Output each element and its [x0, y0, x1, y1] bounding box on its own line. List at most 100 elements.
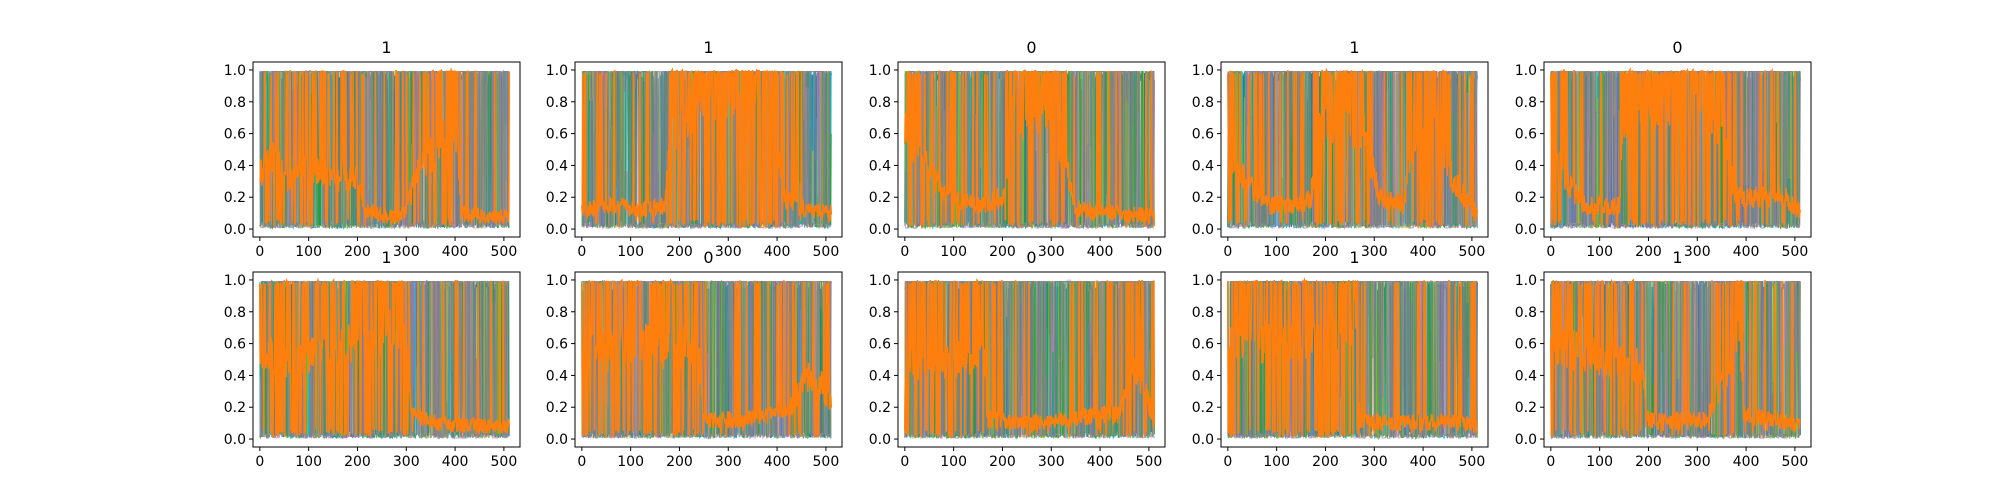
x-tick-label: 500 — [1136, 454, 1163, 470]
plot-area — [904, 69, 1156, 230]
y-tick-label: 0.8 — [869, 95, 891, 111]
y-tick-label: 0.0 — [224, 222, 246, 238]
y-tick-label: 0.6 — [1515, 337, 1537, 353]
x-tick-label: 400 — [442, 454, 469, 470]
x-tick-label: 400 — [1733, 244, 1760, 260]
y-tick-label: 0.4 — [1515, 368, 1537, 384]
x-tick-label: 400 — [764, 454, 791, 470]
y-tick-label: 0.2 — [546, 190, 568, 206]
y-tick-label: 0.6 — [869, 127, 891, 143]
subplot-1: 0 100 200 300 400 500 0.0 0.2 0.4 0.6 0.8 1.0 1 — [224, 38, 521, 260]
y-tick-label: 0.4 — [1192, 158, 1214, 174]
y-tick-label: 0.4 — [224, 368, 246, 384]
subplot-4: 0 100 200 300 400 500 0.0 0.2 0.4 0.6 0.8 1.0 1 — [1192, 38, 1489, 260]
y-tick-label: 0.0 — [224, 432, 246, 448]
x-tick-label: 100 — [1263, 244, 1290, 260]
x-tick-label: 100 — [1586, 454, 1613, 470]
x-tick-label: 200 — [1635, 454, 1662, 470]
x-tick-label: 400 — [764, 244, 791, 260]
axes-frame — [897, 61, 1166, 238]
x-tick-label: 100 — [617, 244, 644, 260]
series-line-orange — [259, 277, 511, 438]
y-tick-label: 0.8 — [224, 95, 246, 111]
x-tick-label: 300 — [1684, 244, 1711, 260]
y-tick-label: 0.2 — [869, 400, 891, 416]
subplot-7: 0 100 200 300 400 500 0.0 0.2 0.4 0.6 0.8 1.0 0 — [546, 248, 843, 470]
x-tick-label: 300 — [393, 244, 420, 260]
axes-frame — [574, 271, 843, 448]
x-tick-label: 300 — [393, 454, 420, 470]
subplot-title: 1 — [381, 248, 391, 267]
y-tick-label: 0.0 — [869, 432, 891, 448]
y-tick-label: 0.2 — [1192, 400, 1214, 416]
x-tick-label: 100 — [295, 454, 322, 470]
x-tick-label: 400 — [1733, 454, 1760, 470]
x-tick-label: 400 — [1410, 244, 1437, 260]
subplot-8: 0 100 200 300 400 500 0.0 0.2 0.4 0.6 0.8 1.0 0 — [869, 248, 1166, 470]
x-tick-label: 300 — [1038, 244, 1065, 260]
x-tick-label: 100 — [617, 454, 644, 470]
x-tick-label: 400 — [442, 244, 469, 260]
y-tick-label: 0.4 — [869, 158, 891, 174]
y-tick-label: 0.4 — [546, 158, 568, 174]
y-tick-label: 0.0 — [1192, 222, 1214, 238]
x-tick-label: 400 — [1087, 244, 1114, 260]
y-tick-label: 1.0 — [224, 273, 246, 289]
series-line-accent-6 — [904, 71, 1155, 230]
series-line-orange — [1227, 277, 1479, 438]
y-tick-label: 0.6 — [1515, 127, 1537, 143]
y-tick-label: 0.0 — [1515, 432, 1537, 448]
subplot-5: 0 100 200 300 400 500 0.0 0.2 0.4 0.6 0.8 1.0 0 — [1515, 38, 1812, 260]
series-line-accent-6 — [581, 281, 832, 440]
y-tick-label: 0.2 — [224, 190, 246, 206]
subplot-title: 1 — [381, 38, 391, 57]
y-tick-label: 0.8 — [1515, 305, 1537, 321]
axes-frame — [897, 271, 1166, 448]
subplot-2: 0 100 200 300 400 500 0.0 0.2 0.4 0.6 0.8 1.0 1 — [546, 38, 843, 260]
x-tick-label: 400 — [1410, 454, 1437, 470]
series-line-accent-6 — [259, 281, 510, 439]
subplot-title: 0 — [1026, 248, 1036, 267]
x-tick-label: 0 — [1223, 454, 1232, 470]
x-tick-label: 500 — [491, 454, 518, 470]
y-tick-label: 0.8 — [1192, 305, 1214, 321]
y-tick-label: 0.6 — [224, 337, 246, 353]
axes-frame — [574, 61, 843, 238]
subplot-title: 0 — [1672, 38, 1682, 57]
y-tick-label: 0.8 — [546, 95, 568, 111]
series-line-orange — [259, 67, 511, 228]
x-tick-label: 0 — [1546, 454, 1555, 470]
x-tick-label: 0 — [900, 244, 909, 260]
y-tick-label: 0.0 — [1192, 432, 1214, 448]
plot-area — [581, 278, 833, 440]
subplot-title: 1 — [1349, 38, 1359, 57]
axes-frame — [1220, 271, 1489, 448]
y-tick-label: 0.2 — [1515, 400, 1537, 416]
x-tick-label: 500 — [491, 244, 518, 260]
plot-area — [581, 67, 833, 230]
y-tick-label: 0.2 — [1515, 190, 1537, 206]
series-line-orange — [904, 278, 1156, 438]
subplot-9: 0 100 200 300 400 500 0.0 0.2 0.4 0.6 0.8 1.0 1 — [1192, 248, 1489, 470]
subplot-title: 0 — [703, 248, 713, 267]
y-tick-label: 0.0 — [869, 222, 891, 238]
y-tick-label: 1.0 — [1192, 273, 1214, 289]
x-tick-label: 300 — [715, 454, 742, 470]
y-tick-label: 0.6 — [869, 337, 891, 353]
subplot-title: 1 — [1349, 248, 1359, 267]
x-tick-label: 0 — [577, 454, 586, 470]
x-tick-label: 100 — [295, 244, 322, 260]
subplot-title: 1 — [703, 38, 713, 57]
x-tick-label: 300 — [1361, 244, 1388, 260]
x-tick-label: 0 — [1223, 244, 1232, 260]
subplot-10: 0 100 200 300 400 500 0.0 0.2 0.4 0.6 0.8 1.0 1 — [1515, 248, 1812, 470]
y-tick-label: 0.4 — [869, 368, 891, 384]
series-line-orange — [1227, 67, 1479, 229]
x-tick-label: 500 — [1459, 244, 1486, 260]
x-tick-label: 200 — [344, 454, 371, 470]
x-tick-label: 300 — [715, 244, 742, 260]
y-tick-label: 0.4 — [1515, 158, 1537, 174]
x-tick-label: 200 — [1635, 244, 1662, 260]
y-tick-label: 0.6 — [546, 127, 568, 143]
